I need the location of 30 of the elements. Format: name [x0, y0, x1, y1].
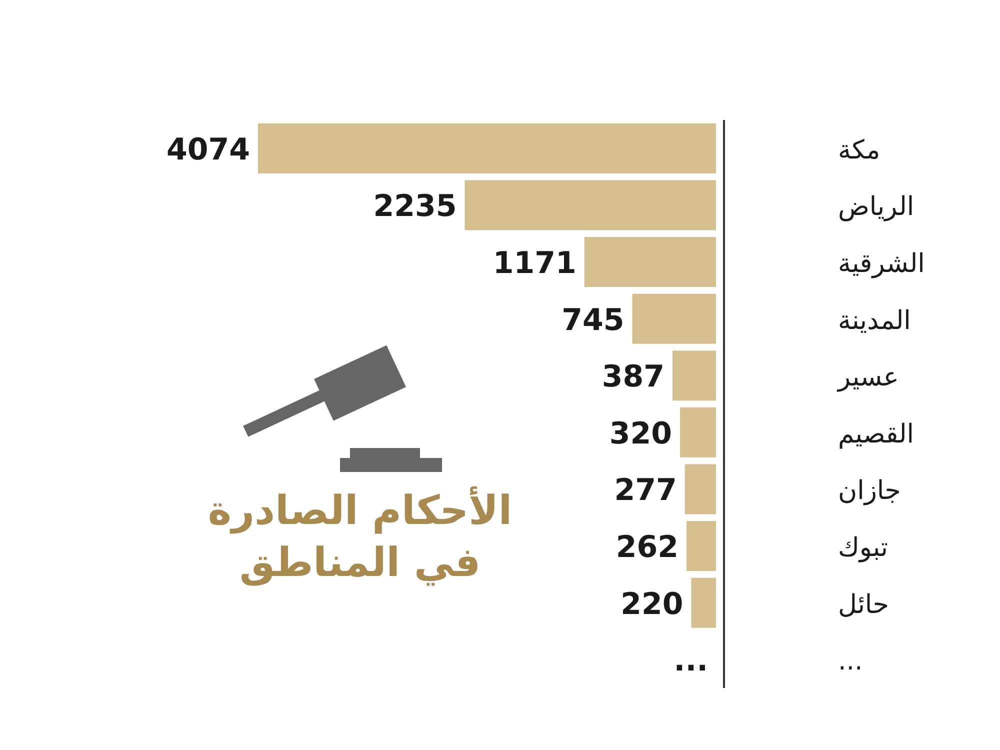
y-tick-label: المدينة [838, 306, 911, 336]
bar [258, 123, 716, 174]
data-label: 4074 [166, 132, 250, 168]
data-label: 1171 [492, 246, 576, 281]
bar [464, 180, 716, 230]
data-label: 262 [616, 530, 679, 565]
y-tick-label: الرياض [838, 192, 914, 222]
bar [584, 237, 716, 287]
y-tick-label: ... [838, 646, 863, 677]
data-label: 220 [620, 586, 684, 622]
y-tick-label: حائل [838, 590, 889, 620]
bar [684, 464, 716, 514]
y-tick-label: تبوك [838, 533, 888, 563]
text: ... [674, 644, 708, 679]
bar [672, 350, 716, 401]
data-label: 320 [609, 416, 672, 452]
bar [680, 407, 716, 458]
data-label: 745 [562, 302, 624, 338]
y-tick-label: القصيم [838, 419, 914, 450]
bar [632, 294, 716, 344]
bar [686, 521, 716, 571]
bar [691, 578, 716, 628]
y-tick-label: عسير [836, 362, 899, 393]
text: الأحكام الصادرة في المناطق [206, 485, 514, 588]
y-tick-label: مكة [838, 135, 880, 166]
y-tick-label: جازان [838, 476, 901, 506]
data-label: 2235 [373, 189, 457, 224]
y-tick-label: الشرقية [838, 249, 925, 279]
data-label: 277 [614, 473, 677, 508]
data-label: 387 [602, 360, 664, 395]
